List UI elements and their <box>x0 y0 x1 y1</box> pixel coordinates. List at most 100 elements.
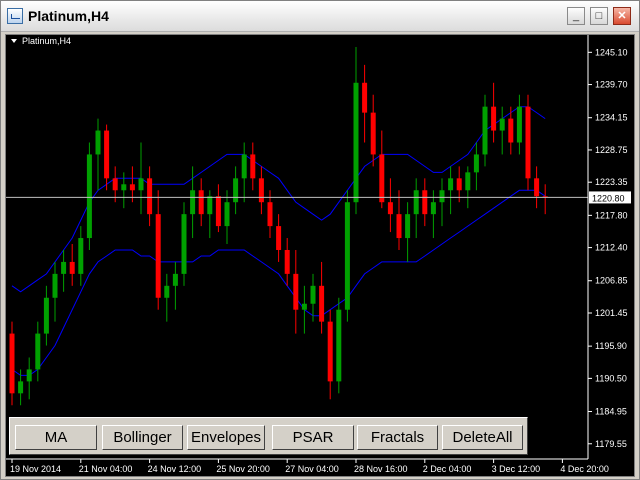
time-tick-label: 4 Dec 20:00 <box>560 464 609 474</box>
candle-body <box>241 154 247 179</box>
chart-symbol-label: Platinum,H4 <box>22 36 71 46</box>
candle-body <box>430 202 436 215</box>
candle-body <box>61 261 67 274</box>
envelopes-button[interactable]: Envelopes <box>187 425 265 450</box>
candle-body <box>276 226 282 250</box>
candle-body <box>525 106 531 179</box>
time-tick-label: 19 Nov 2014 <box>10 464 61 474</box>
candle-body <box>422 190 428 215</box>
candle-body <box>129 184 135 191</box>
candle-body <box>190 190 196 215</box>
price-tick-label: 1245.10 <box>595 47 628 57</box>
candle-body <box>112 178 118 191</box>
price-tick-label: 1217.80 <box>595 210 628 220</box>
candle-body <box>293 273 299 310</box>
chart-area[interactable]: Platinum,H4 1220.80 1245.10 1239.70 1234.1… <box>5 34 635 477</box>
price-chart[interactable]: Platinum,H4 1220.80 1245.10 1239.70 1234.1… <box>6 35 634 476</box>
time-tick-label: 28 Nov 16:00 <box>354 464 408 474</box>
candle-body <box>78 238 84 274</box>
candle-body <box>465 172 471 191</box>
candle-body <box>69 261 75 274</box>
candle-body <box>379 154 385 203</box>
candle-body <box>284 249 290 274</box>
current-price-label: 1220.80 <box>592 193 625 203</box>
price-tick-label: 1190.50 <box>595 373 627 383</box>
candle-body <box>267 202 273 227</box>
candle-body <box>413 190 419 215</box>
price-tick-label: 1212.40 <box>595 243 628 253</box>
candle-body <box>473 154 479 173</box>
candle-body <box>250 154 256 179</box>
bollinger-lower-line <box>11 189 546 376</box>
candle-body <box>301 303 307 310</box>
candle-body <box>439 190 445 203</box>
candle-body <box>86 154 92 239</box>
price-tick-label: 1206.85 <box>595 276 628 286</box>
candle-body <box>362 82 368 113</box>
candle-body <box>336 309 342 382</box>
chart-window-icon <box>7 8 23 24</box>
candle-body <box>534 178 540 197</box>
candle-body <box>508 118 514 143</box>
candle-body <box>155 214 161 298</box>
candle-body <box>26 369 32 382</box>
maximize-button[interactable]: □ <box>590 7 608 25</box>
candle-body <box>405 214 411 239</box>
candle-body <box>319 285 325 322</box>
candle-body <box>18 381 24 394</box>
candle-body <box>482 106 488 155</box>
candle-body <box>104 130 110 179</box>
title-bar[interactable]: Platinum,H4 _ □ ✕ <box>1 1 639 32</box>
time-tick-label: 24 Nov 12:00 <box>148 464 202 474</box>
candle-body <box>172 273 178 286</box>
delete-all-button[interactable]: DeleteAll <box>442 425 523 450</box>
candle-body <box>448 178 454 191</box>
window-title: Platinum,H4 <box>28 8 109 24</box>
candle-body <box>198 190 204 215</box>
minimize-button[interactable]: _ <box>567 7 585 25</box>
candle-body <box>258 178 264 203</box>
candle-body <box>499 118 505 131</box>
candle-body <box>516 106 522 143</box>
candle-body <box>215 196 221 227</box>
candle-body <box>181 214 187 274</box>
close-button[interactable]: ✕ <box>613 7 631 25</box>
price-tick-label: 1228.75 <box>595 145 628 155</box>
psar-button[interactable]: PSAR <box>272 425 354 450</box>
candle-body <box>43 297 49 334</box>
price-tick-label: 1239.70 <box>595 80 628 90</box>
candle-body <box>310 285 316 304</box>
time-tick-label: 2 Dec 04:00 <box>423 464 472 474</box>
price-tick-label: 1223.35 <box>595 177 628 187</box>
time-tick-label: 27 Nov 04:00 <box>285 464 339 474</box>
candle-body <box>542 196 548 198</box>
candle-body <box>95 130 101 155</box>
candle-body <box>327 321 333 382</box>
time-tick-label: 25 Nov 20:00 <box>216 464 270 474</box>
price-tick-label: 1201.45 <box>595 308 628 318</box>
candle-body <box>164 285 170 298</box>
current-price-box <box>589 191 631 204</box>
price-tick-label: 1195.90 <box>595 341 627 351</box>
candle-body <box>387 202 393 215</box>
indicator-button-panel: MA Bollinger Envelopes PSAR Fractals Del… <box>9 417 528 455</box>
candle-body <box>147 178 153 215</box>
candle-body <box>233 178 239 203</box>
candle-body <box>35 333 41 370</box>
candle-body <box>224 202 230 227</box>
candle-body <box>370 112 376 155</box>
candle-body <box>9 333 15 394</box>
bollinger-button[interactable]: Bollinger <box>102 425 183 450</box>
bollinger-upper-line <box>11 106 546 293</box>
candle-body <box>207 196 213 215</box>
ma-button[interactable]: MA <box>15 425 97 450</box>
time-tick-label: 3 Dec 12:00 <box>492 464 541 474</box>
candle-body <box>52 273 58 298</box>
price-tick-label: 1179.55 <box>595 439 627 449</box>
fractals-button[interactable]: Fractals <box>357 425 438 450</box>
candle-body <box>344 202 350 310</box>
chart-menu-icon <box>11 39 17 43</box>
time-tick-label: 21 Nov 04:00 <box>79 464 133 474</box>
candle-body <box>121 184 127 191</box>
